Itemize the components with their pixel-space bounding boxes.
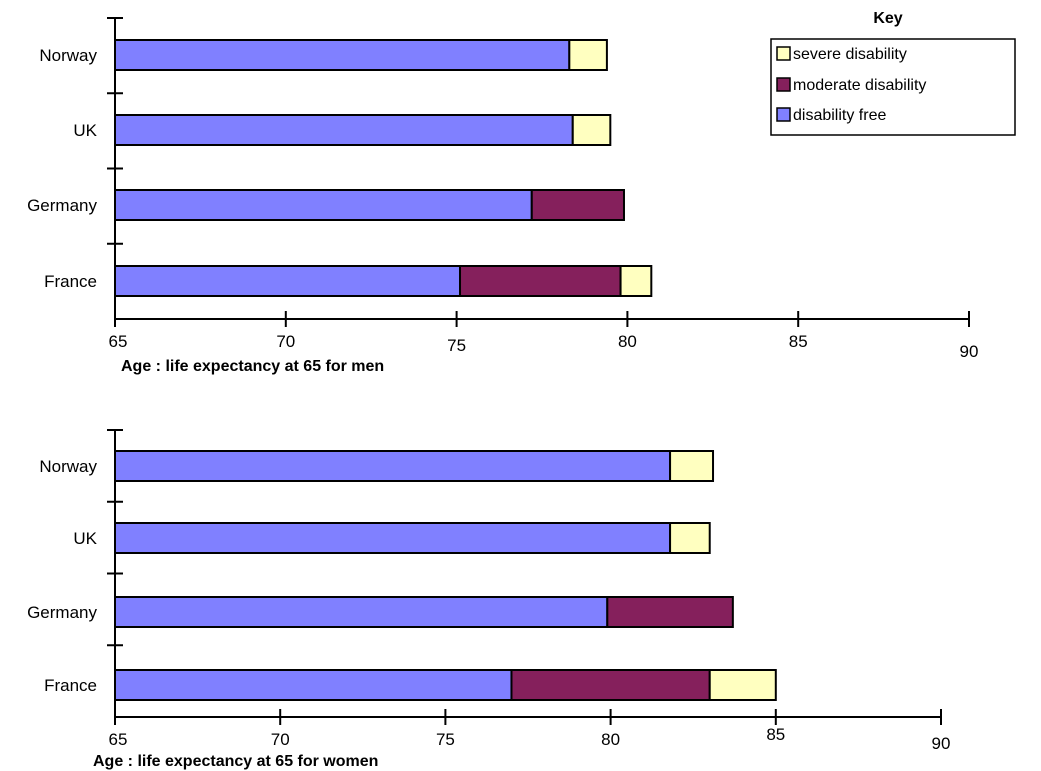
- legend-label-severe: severe disability: [793, 46, 907, 63]
- legend-swatch-moderate: [776, 77, 791, 92]
- category-label: UK: [73, 121, 97, 140]
- x-tick-label: 65: [109, 730, 128, 749]
- legend-swatch-severe: [776, 46, 791, 61]
- bar-segment-disability-free: [114, 450, 672, 482]
- bar-segment-severe-disability: [669, 522, 711, 554]
- bar-segment-disability-free: [114, 189, 533, 221]
- bar-segment-disability-free: [114, 596, 609, 628]
- legend-title: Key: [873, 10, 902, 27]
- x-tick-label: 75: [447, 336, 466, 355]
- bar-segment-moderate-disability: [510, 669, 711, 701]
- category-label: Germany: [27, 196, 97, 215]
- x-tick-label: 75: [436, 730, 455, 749]
- bar-segment-disability-free: [114, 522, 672, 554]
- category-label: France: [44, 676, 97, 695]
- legend-frame: [770, 38, 1016, 136]
- x-tick-label: 85: [789, 332, 808, 351]
- bar-segment-severe-disability: [669, 450, 715, 482]
- x-tick-label: 85: [766, 725, 785, 744]
- legend-label-free: disability free: [793, 107, 886, 124]
- x-tick-label: 65: [109, 332, 128, 351]
- category-label: UK: [73, 529, 97, 548]
- bar-segment-disability-free: [114, 39, 571, 71]
- bar-segment-severe-disability: [619, 265, 653, 297]
- bar-segment-moderate-disability: [606, 596, 734, 628]
- category-label: Germany: [27, 603, 97, 622]
- legend: Key severe disability moderate disabilit…: [770, 10, 1016, 136]
- category-label: Norway: [39, 46, 97, 65]
- x-tick-label: 70: [276, 332, 295, 351]
- x-tick-label: 80: [601, 730, 620, 749]
- bar-segment-disability-free: [114, 265, 462, 297]
- bar-segment-moderate-disability: [530, 189, 625, 221]
- bar-segment-severe-disability: [708, 669, 777, 701]
- bar-segment-severe-disability: [568, 39, 608, 71]
- x-tick-label: 70: [271, 730, 290, 749]
- category-label: Norway: [39, 457, 97, 476]
- chart-men: 65 70 75 80 85 90 Age : life expectancy at 65 …: [27, 17, 979, 375]
- x-tick-label: 80: [618, 332, 637, 351]
- x-axis-title: Age : life expectancy at 65 for women: [93, 753, 378, 770]
- x-axis-title: Age : life expectancy at 65 for men: [121, 358, 384, 375]
- bar-segment-disability-free: [114, 669, 513, 701]
- bar-segment-disability-free: [114, 114, 574, 146]
- legend-swatch-free: [776, 107, 791, 122]
- bar-segment-moderate-disability: [459, 265, 622, 297]
- category-label: France: [44, 272, 97, 291]
- x-tick-label: 90: [960, 342, 979, 361]
- bar-segment-severe-disability: [571, 114, 612, 146]
- legend-label-moderate: moderate disability: [793, 77, 926, 94]
- x-tick-label: 90: [932, 734, 951, 753]
- chart-women: 65 70 75 80 85 90 Age : life expectancy at 65 …: [27, 429, 951, 770]
